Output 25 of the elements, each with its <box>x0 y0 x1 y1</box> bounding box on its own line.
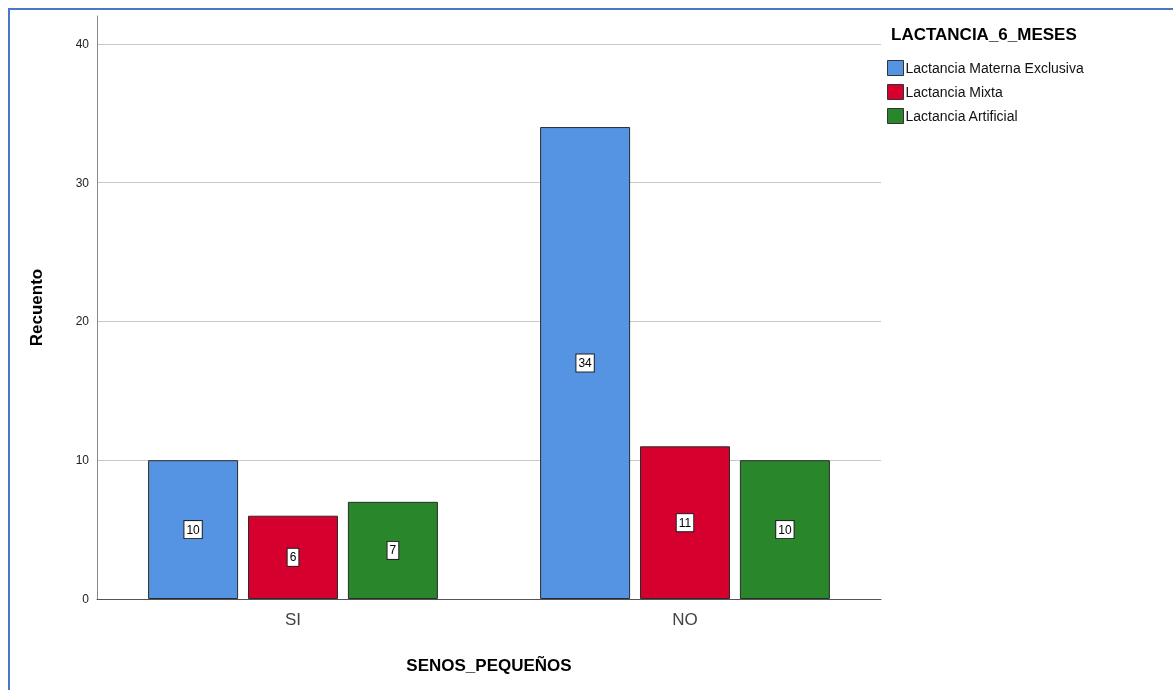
y-tick-label: 30 <box>75 175 90 190</box>
legend-label: Lactancia Artificial <box>905 108 1018 124</box>
legend-title: LACTANCIA_6_MESES <box>891 25 1077 44</box>
y-tick-label: 10 <box>75 453 90 468</box>
data-label: 7 <box>389 543 397 558</box>
data-label: 34 <box>578 356 593 371</box>
data-label: 10 <box>778 522 792 537</box>
y-tick-label: 0 <box>82 592 90 606</box>
bar <box>347 501 438 599</box>
legend-label: Lactancia Materna Exclusiva <box>905 60 1084 76</box>
legend-label: Lactancia Mixta <box>905 84 1003 100</box>
bar <box>540 127 631 599</box>
bar <box>148 460 239 599</box>
data-label: 11 <box>678 515 692 530</box>
x-tick-label: NO <box>672 610 698 629</box>
y-tick-label: 20 <box>75 314 90 329</box>
x-axis-title: SENOS_PEQUEÑOS <box>406 655 572 675</box>
data-label: 10 <box>186 522 201 537</box>
x-tick-label: SI <box>284 610 302 629</box>
bar <box>640 446 730 599</box>
bar <box>248 515 338 599</box>
bar <box>739 460 830 599</box>
data-label: 6 <box>289 550 297 565</box>
y-tick-label: 40 <box>75 36 90 51</box>
y-axis-title: Recuento <box>27 268 46 347</box>
